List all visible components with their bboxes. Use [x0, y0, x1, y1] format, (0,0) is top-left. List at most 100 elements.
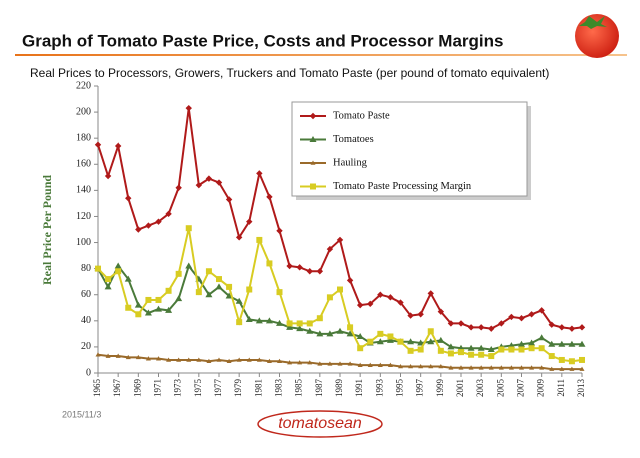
marker [538, 307, 545, 314]
marker [115, 353, 121, 358]
marker [407, 312, 414, 319]
marker [367, 362, 373, 367]
legend-label: Hauling [333, 157, 368, 168]
marker [477, 344, 485, 351]
marker [310, 183, 316, 190]
marker [579, 356, 585, 363]
marker [135, 226, 142, 233]
marker [246, 218, 253, 225]
marker [437, 336, 445, 343]
marker [196, 357, 202, 362]
marker [125, 194, 132, 202]
marker [95, 352, 101, 357]
marker [175, 184, 182, 191]
marker [458, 349, 464, 356]
marker [226, 358, 232, 364]
marker [286, 323, 294, 330]
marker [236, 357, 242, 362]
legend-label: Tomatoes [333, 134, 374, 145]
x-tick-label: 2007 [516, 379, 526, 398]
marker [309, 136, 317, 142]
marker [428, 363, 434, 369]
marker [347, 324, 354, 331]
marker [518, 346, 525, 353]
marker [245, 316, 253, 323]
x-tick-label: 1983 [274, 379, 284, 398]
marker [477, 324, 485, 331]
marker [105, 276, 112, 283]
x-tick-label: 2001 [455, 379, 465, 397]
series [95, 352, 585, 371]
marker [205, 175, 213, 182]
marker [508, 365, 514, 370]
marker [206, 358, 212, 364]
marker [548, 321, 555, 328]
marker [306, 268, 313, 275]
marker [427, 338, 435, 345]
marker [114, 262, 122, 269]
marker [296, 325, 304, 332]
x-tick-label: 1993 [374, 379, 384, 398]
marker [306, 320, 313, 327]
marker [488, 353, 495, 360]
marker [317, 361, 323, 366]
legend: Tomato Paste Tomatoes Hauling Tomato Paste … [291, 101, 531, 200]
marker [336, 236, 344, 244]
marker [417, 339, 425, 346]
legend-label: Tomato Paste [333, 110, 390, 121]
marker [205, 291, 213, 298]
marker [458, 365, 464, 370]
marker [255, 317, 263, 324]
y-tick-label: 0 [86, 367, 91, 378]
marker [387, 294, 394, 301]
marker [376, 338, 384, 345]
marker [316, 315, 323, 322]
y-tick-label: 40 [81, 315, 91, 326]
marker [356, 332, 364, 339]
marker [145, 222, 152, 229]
marker [266, 358, 272, 364]
marker [216, 276, 222, 283]
legend-label: Tomato Paste Processing Margin [333, 181, 472, 192]
series [95, 225, 585, 365]
marker [357, 345, 364, 352]
marker [488, 365, 494, 370]
marker [437, 347, 444, 354]
marker [498, 320, 505, 327]
x-tick-label: 2011 [556, 379, 566, 397]
x-tick-label: 1971 [153, 379, 163, 397]
marker [478, 365, 484, 370]
x-tick-label: 1997 [415, 379, 425, 398]
marker [265, 317, 273, 324]
marker [326, 330, 334, 337]
marker [346, 330, 354, 337]
marker [377, 330, 384, 337]
series [94, 104, 586, 332]
marker [346, 277, 354, 284]
marker [135, 354, 141, 360]
marker [387, 333, 394, 340]
marker [398, 363, 403, 369]
marker [266, 193, 273, 201]
x-tick-label: 1985 [294, 379, 304, 398]
marker [155, 305, 162, 312]
marker [186, 357, 192, 362]
marker [165, 306, 173, 313]
marker [309, 112, 317, 120]
marker [256, 170, 263, 177]
x-tick-label: 1989 [334, 379, 344, 398]
marker [558, 340, 566, 347]
marker [367, 338, 374, 345]
marker [578, 340, 586, 347]
marker [175, 270, 182, 277]
marker [246, 357, 252, 362]
marker [114, 142, 122, 150]
marker [408, 363, 414, 369]
marker [236, 319, 243, 326]
marker [185, 225, 192, 232]
marker [104, 172, 112, 180]
marker [125, 304, 132, 311]
marker [548, 340, 556, 347]
marker [529, 365, 535, 370]
marker [144, 309, 152, 316]
